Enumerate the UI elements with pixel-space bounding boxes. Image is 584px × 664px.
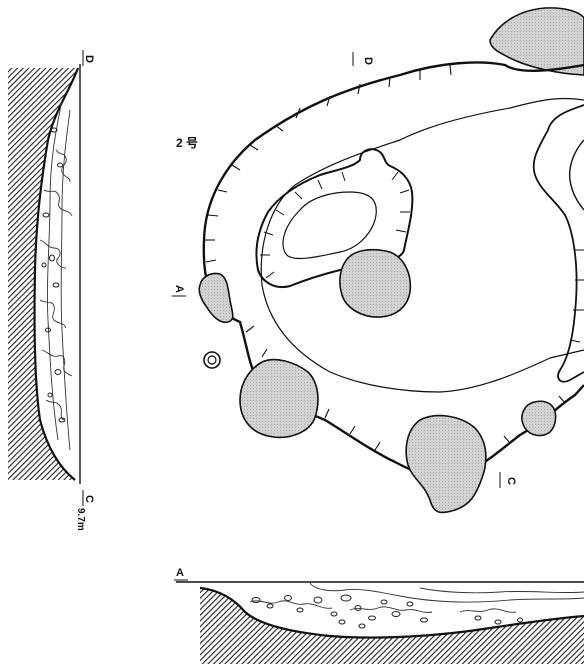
section-label-d-top: D — [362, 57, 374, 65]
section-label-c-side: C — [83, 495, 95, 503]
pit-innermost-hollow — [283, 192, 376, 259]
section-label-c-plan: C — [505, 477, 517, 485]
pit-inner-step-line — [261, 98, 584, 392]
pit-right-feature-outer — [534, 105, 584, 382]
section-label-a-plan: A — [173, 285, 185, 293]
section-a: A — [174, 567, 584, 664]
pit-right-feature-inner — [570, 140, 584, 210]
plan-stone-left — [199, 273, 233, 322]
plan-stone-bottom-center — [406, 416, 486, 513]
pit-plan: 2 号 D C A — [172, 8, 584, 513]
section-d-c: D C 9.7m — [8, 50, 95, 531]
plan-title: 2 号 — [176, 135, 198, 150]
elevation-label: 9.7m — [75, 508, 86, 531]
plan-stone-small-right — [522, 401, 556, 435]
section-label-d-side: D — [83, 55, 95, 63]
section-label-a-section: A — [176, 567, 184, 579]
plan-stone-center — [340, 250, 410, 317]
plan-post-hole — [204, 352, 220, 368]
plan-stone-lower-left — [240, 360, 318, 438]
